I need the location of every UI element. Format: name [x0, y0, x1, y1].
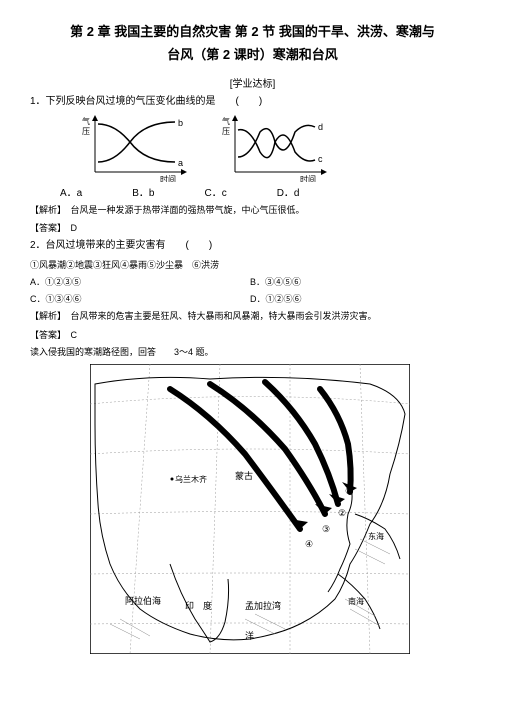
svg-text:压: 压: [222, 127, 230, 136]
svg-text:④: ④: [305, 539, 313, 549]
label-c: c: [318, 154, 323, 164]
svg-text:①: ①: [345, 486, 353, 496]
map-label-arabian: 阿拉伯海: [125, 595, 161, 606]
svg-text:压: 压: [82, 127, 90, 136]
section-subtitle: [学业达标]: [30, 75, 475, 90]
svg-text:②: ②: [338, 508, 346, 518]
q2-opt-b: B．③④⑤⑥: [250, 275, 301, 288]
label-a: a: [178, 158, 183, 168]
question-2-text: 2．台风过境带来的主要灾害有 ( ): [30, 238, 475, 254]
axis-x-label: 时间: [160, 174, 176, 182]
opt-b: B．b: [132, 184, 154, 199]
map-label-ocean: 洋: [245, 630, 254, 641]
question-1-text: 1．下列反映台风过境的气压变化曲线的是 ( ): [30, 94, 475, 110]
svg-text:东海: 东海: [368, 531, 384, 541]
chart-right: 气 压 时间 d c: [220, 112, 330, 182]
q2-items: ①风暴潮②地震③狂风④暴雨⑤沙尘暴 ⑥洪涝: [30, 258, 475, 271]
opt-c: C．c: [204, 184, 226, 199]
q1-options: A．a B．b C．c D．d: [60, 184, 475, 199]
chapter-title-line2: 台风（第 2 课时）寒潮和台风: [30, 43, 475, 66]
axis-y-label: 气: [82, 116, 90, 126]
cold-wave-map: 蒙古 乌兰木齐 印 度 阿拉伯海 孟加拉湾 洋 东海 南海 ① ② ③ ④: [90, 364, 410, 654]
svg-text:时间: 时间: [300, 174, 316, 182]
svg-text:乌兰木齐: 乌兰木齐: [175, 474, 207, 484]
map-label-mongolia: 蒙古: [235, 470, 253, 481]
map-label-bengal: 孟加拉湾: [245, 600, 281, 611]
charts-row: 气 压 时间 b a 气 压 时间 d c: [80, 112, 475, 182]
q2-opts-row2: C．①③④⑥ D．①②⑤⑥: [30, 292, 475, 305]
opt-d: D．d: [277, 184, 300, 199]
q1-analysis: 【解析】 台风是一种发源于热带洋面的强热带气旋，中心气压很低。: [30, 203, 475, 217]
chapter-title-line1: 第 2 章 我国主要的自然灾害 第 2 节 我国的干旱、洪涝、寒潮与: [30, 20, 475, 43]
q2-opt-d: D．①②⑤⑥: [250, 292, 302, 305]
q2-opt-a: A．①②③⑤: [30, 275, 250, 288]
map-container: 蒙古 乌兰木齐 印 度 阿拉伯海 孟加拉湾 洋 东海 南海 ① ② ③ ④: [90, 364, 475, 657]
label-d: d: [318, 122, 323, 132]
q2-analysis: 【解析】 台风带来的危害主要是狂风、特大暴雨和风暴潮，特大暴雨会引发洪涝灾害。: [30, 309, 475, 323]
svg-text:南海: 南海: [348, 596, 364, 606]
q34-intro: 读入侵我国的寒潮路径图，回答 3～4 题。: [30, 345, 475, 358]
q2-opt-c: C．①③④⑥: [30, 292, 250, 305]
q2-opts-row1: A．①②③⑤ B．③④⑤⑥: [30, 275, 475, 288]
map-label-india: 印 度: [185, 600, 212, 611]
q2-answer: 【答案】 C: [30, 328, 475, 341]
opt-a: A．a: [60, 184, 82, 199]
chart-left: 气 压 时间 b a: [80, 112, 190, 182]
svg-text:③: ③: [322, 524, 330, 534]
svg-text:气: 气: [222, 116, 230, 126]
q1-answer: 【答案】 D: [30, 221, 475, 234]
label-b: b: [178, 118, 183, 128]
